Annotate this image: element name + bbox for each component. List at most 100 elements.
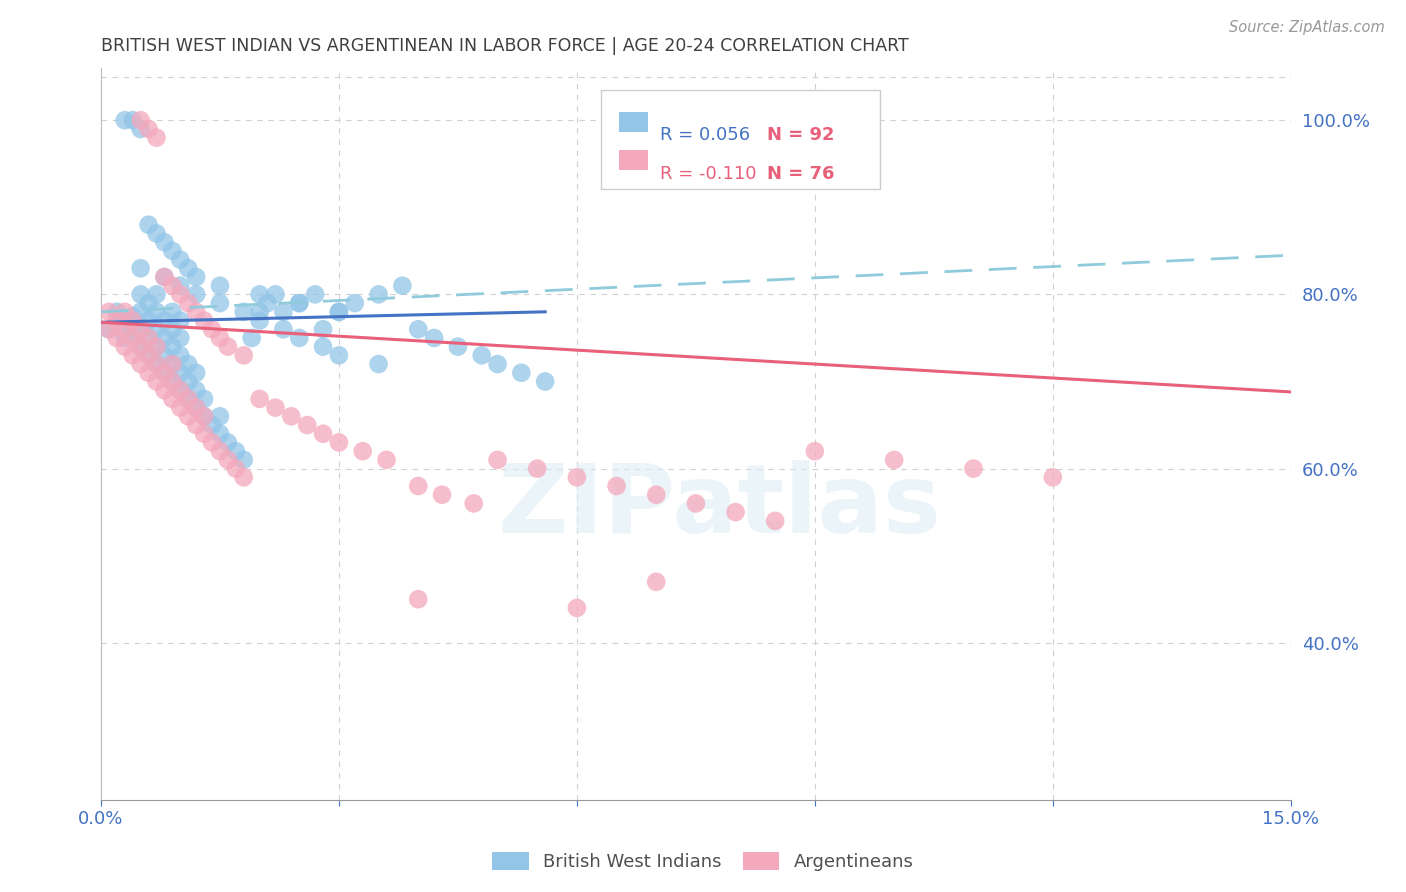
Point	[471, 348, 494, 362]
Point	[114, 322, 136, 336]
Point	[129, 340, 152, 354]
Point	[217, 435, 239, 450]
Point	[645, 574, 668, 589]
Point	[186, 401, 208, 415]
Point	[129, 305, 152, 319]
Point	[145, 375, 167, 389]
Point	[162, 375, 184, 389]
Point	[177, 296, 200, 310]
Point	[249, 287, 271, 301]
Point	[145, 227, 167, 241]
Point	[145, 287, 167, 301]
Point	[201, 322, 224, 336]
Point	[367, 287, 389, 301]
FancyBboxPatch shape	[600, 90, 880, 189]
Point	[169, 287, 191, 301]
Point	[249, 313, 271, 327]
Point	[367, 357, 389, 371]
Point	[208, 296, 231, 310]
Point	[177, 357, 200, 371]
Point	[249, 392, 271, 406]
Point	[304, 287, 326, 301]
Point	[193, 313, 215, 327]
Point	[312, 426, 335, 441]
Point	[105, 305, 128, 319]
Point	[162, 340, 184, 354]
Point	[201, 435, 224, 450]
Point	[162, 375, 184, 389]
Point	[121, 309, 143, 323]
Point	[177, 409, 200, 424]
Point	[138, 331, 160, 345]
Point	[208, 409, 231, 424]
Point	[232, 305, 254, 319]
Point	[256, 296, 278, 310]
Point	[177, 375, 200, 389]
Point	[565, 470, 588, 484]
Point	[328, 305, 350, 319]
Point	[138, 122, 160, 136]
Point	[486, 357, 509, 371]
Point	[138, 366, 160, 380]
Point	[273, 305, 295, 319]
Point	[145, 305, 167, 319]
Point	[186, 401, 208, 415]
Point	[114, 313, 136, 327]
Point	[162, 392, 184, 406]
Text: N = 76: N = 76	[768, 164, 835, 183]
Point	[129, 261, 152, 276]
Point	[162, 305, 184, 319]
Text: N = 92: N = 92	[768, 127, 835, 145]
Point	[193, 409, 215, 424]
Point	[406, 322, 429, 336]
Text: Source: ZipAtlas.com: Source: ZipAtlas.com	[1229, 20, 1385, 35]
Point	[153, 235, 176, 249]
Point	[352, 444, 374, 458]
Point	[169, 383, 191, 397]
Point	[129, 322, 152, 336]
Point	[534, 375, 557, 389]
Point	[153, 383, 176, 397]
Point	[447, 340, 470, 354]
Point	[430, 488, 453, 502]
Point	[208, 331, 231, 345]
Legend: British West Indians, Argentineans: British West Indians, Argentineans	[485, 845, 921, 879]
Point	[121, 113, 143, 128]
Point	[162, 322, 184, 336]
Point	[129, 322, 152, 336]
Point	[685, 496, 707, 510]
Point	[114, 113, 136, 128]
Point	[225, 461, 247, 475]
Point	[162, 357, 184, 371]
Point	[208, 278, 231, 293]
Point	[724, 505, 747, 519]
Point	[343, 296, 366, 310]
Point	[232, 348, 254, 362]
Point	[153, 348, 176, 362]
Point	[169, 313, 191, 327]
Point	[162, 278, 184, 293]
Point	[121, 313, 143, 327]
Point	[138, 331, 160, 345]
Point	[288, 331, 311, 345]
Point	[423, 331, 446, 345]
Point	[463, 496, 485, 510]
Point	[645, 488, 668, 502]
Point	[486, 453, 509, 467]
Point	[186, 417, 208, 432]
Point	[121, 331, 143, 345]
Point	[129, 287, 152, 301]
Point	[153, 366, 176, 380]
Point	[804, 444, 827, 458]
Point	[962, 461, 984, 475]
Point	[138, 313, 160, 327]
Point	[177, 392, 200, 406]
Point	[186, 305, 208, 319]
Point	[510, 366, 533, 380]
Point	[145, 322, 167, 336]
Point	[97, 322, 120, 336]
Point	[186, 383, 208, 397]
Point	[153, 331, 176, 345]
Point	[129, 122, 152, 136]
Point	[193, 426, 215, 441]
